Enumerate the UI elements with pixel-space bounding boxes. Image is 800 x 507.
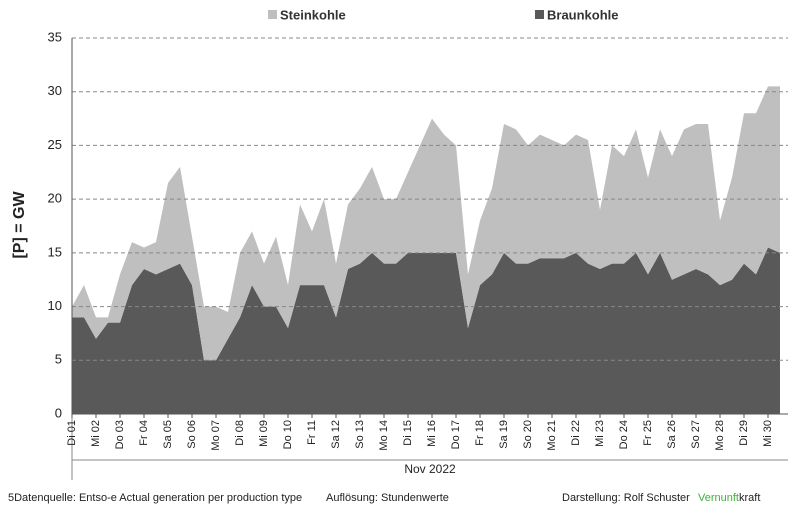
x-tick-label: Sa 26 <box>666 420 678 449</box>
x-tick-label: Do 10 <box>282 420 294 449</box>
brand: Vernunftkraft <box>698 492 760 504</box>
x-tick-label: Di 08 <box>234 420 246 446</box>
y-tick-label: 5 <box>55 352 62 367</box>
y-tick-label: 0 <box>55 405 62 420</box>
y-axis-label: [P] = GW <box>11 191 28 259</box>
y-tick-label: 20 <box>48 191 62 206</box>
x-tick-label: Mo 21 <box>546 420 558 451</box>
y-tick-label: 10 <box>48 298 62 313</box>
y-tick-label: 25 <box>48 137 62 152</box>
x-tick-label: Do 24 <box>618 420 630 449</box>
x-tick-label: Di 29 <box>738 420 750 446</box>
x-tick-label: Do 03 <box>114 420 126 449</box>
x-tick-label: Mo 14 <box>378 420 390 451</box>
x-tick-label: Mi 30 <box>762 420 774 447</box>
x-tick-label: Sa 05 <box>162 420 174 449</box>
x-tick-label: So 13 <box>354 420 366 449</box>
brand-black: kraft <box>739 492 760 504</box>
legend-label: Braunkohle <box>547 7 619 22</box>
y-tick-label: 35 <box>48 29 62 44</box>
legend-swatch <box>268 10 277 19</box>
x-tick-label: So 06 <box>186 420 198 449</box>
x-tick-label: Mi 09 <box>258 420 270 447</box>
x-tick-label: Fr 25 <box>642 420 654 446</box>
x-tick-label: Fr 18 <box>474 420 486 446</box>
y-tick-label: 30 <box>48 83 62 98</box>
x-tick-label: Di 01 <box>66 420 78 446</box>
x-tick-label: So 20 <box>522 420 534 449</box>
x-tick-label: Mi 23 <box>594 420 606 447</box>
area <box>72 247 780 414</box>
x-tick-label: Mi 02 <box>90 420 102 447</box>
x-tick-label: Sa 12 <box>330 420 342 449</box>
x-tick-label: Sa 19 <box>498 420 510 449</box>
x-tick-label: Fr 04 <box>138 420 150 446</box>
area <box>72 86 780 361</box>
resolution: Auflösung: Stundenwerte <box>326 492 449 504</box>
legend-swatch <box>535 10 544 19</box>
x-tick-label: Di 15 <box>402 420 414 446</box>
x-tick-label: Mo 28 <box>714 420 726 451</box>
x-tick-label: Mi 16 <box>426 420 438 447</box>
x-tick-label: Fr 11 <box>306 420 318 445</box>
author: Darstellung: Rolf Schuster <box>562 492 690 504</box>
x-tick-label: So 27 <box>690 420 702 449</box>
x-axis-label: Nov 2022 <box>404 462 456 476</box>
x-tick-label: Do 17 <box>450 420 462 449</box>
x-tick-label: Di 22 <box>570 420 582 446</box>
source: 5Datenquelle: Entso-e Actual generation … <box>8 492 302 504</box>
legend-label: Steinkohle <box>280 7 346 22</box>
brand-green: Vernunft <box>698 492 739 504</box>
x-tick-label: Mo 07 <box>210 420 222 451</box>
y-tick-label: 15 <box>48 244 62 259</box>
